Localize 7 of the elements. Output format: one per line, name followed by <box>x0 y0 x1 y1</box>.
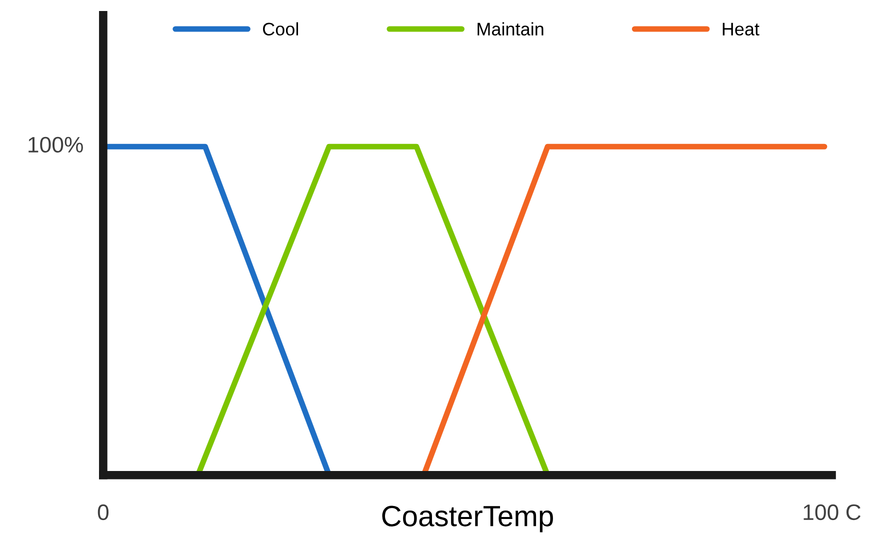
text: 100% <box>28 136 83 153</box>
legend-label: Maintain <box>478 22 544 36</box>
x-tick-label: 100 C <box>804 504 861 520</box>
x-tick-label: 0 <box>98 504 109 520</box>
legend-label: Heat <box>722 22 760 36</box>
x-axis-title: CoasterTemp <box>382 506 553 532</box>
legend-label: Cool <box>263 22 298 36</box>
